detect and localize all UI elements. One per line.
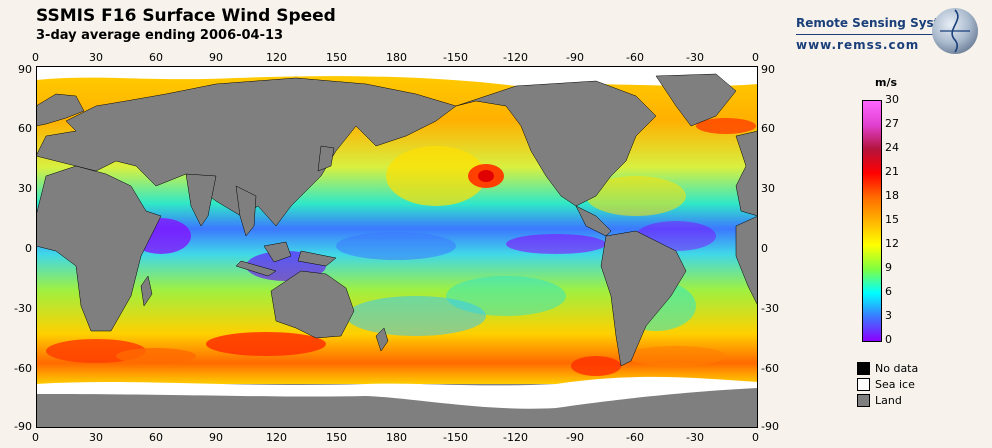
lon-tick-label: -90 (566, 431, 584, 444)
greenland-land (655, 73, 737, 127)
lon-tick-label: -60 (626, 51, 644, 64)
lat-tick-label: -30 (761, 302, 779, 315)
lon-tick-label: 30 (89, 431, 103, 444)
eurasia-land (36, 77, 457, 227)
colorbar-tick-label: 12 (885, 237, 899, 250)
wind-speed-map (36, 66, 758, 428)
lon-tick-label: 0 (32, 431, 39, 444)
lat-tick-label: -60 (761, 362, 779, 375)
central-america-land (575, 205, 612, 237)
legend-sea-ice: Sea ice (857, 378, 915, 391)
colorbar-tick-label: 24 (885, 141, 899, 154)
lon-tick-label: -150 (443, 431, 468, 444)
lon-tick-label: 0 (752, 51, 759, 64)
madagascar-land (140, 275, 153, 307)
lon-tick-label: 120 (266, 51, 287, 64)
lat-tick-label: 30 (18, 182, 32, 195)
brand-url: www.remss.com (796, 38, 920, 52)
colorbar-tick-label: 30 (885, 93, 899, 106)
lon-tick-label: -90 (566, 51, 584, 64)
lon-tick-label: -60 (626, 431, 644, 444)
legend-no-data: No data (857, 362, 918, 375)
lon-tick-label: 60 (149, 431, 163, 444)
lon-tick-label: -30 (686, 431, 704, 444)
legend-label: Sea ice (875, 378, 915, 391)
colorbar-tick-label: 27 (885, 117, 899, 130)
swatch-sea-ice (857, 378, 870, 391)
japan-land (317, 145, 335, 172)
colorbar-tick-label: 18 (885, 189, 899, 202)
swatch-no-data (857, 362, 870, 375)
indonesia-land (235, 241, 337, 277)
new-zealand-land (375, 327, 389, 352)
lon-tick-label: -120 (503, 431, 528, 444)
swatch-land (857, 394, 870, 407)
lat-tick-label: 0 (25, 242, 32, 255)
brand-divider (796, 34, 966, 35)
lon-tick-label: 0 (752, 431, 759, 444)
lat-tick-label: 90 (761, 63, 775, 76)
europe-wrap-land (735, 130, 758, 217)
lat-tick-label: -90 (761, 420, 779, 433)
africa-land (36, 165, 162, 332)
lon-tick-label: 180 (386, 51, 407, 64)
lon-tick-label: 180 (386, 431, 407, 444)
indochina-land (235, 185, 257, 237)
page-title: SSMIS F16 Surface Wind Speed (36, 6, 336, 26)
lat-tick-label: 0 (761, 242, 768, 255)
globe-logo-icon (932, 8, 978, 54)
lat-tick-label: -30 (14, 302, 32, 315)
lon-tick-label: -150 (443, 51, 468, 64)
lon-tick-label: 150 (326, 51, 347, 64)
colorbar-tick-label: 9 (885, 261, 892, 274)
lon-tick-label: 90 (209, 431, 223, 444)
lon-tick-label: -120 (503, 51, 528, 64)
lon-tick-label: 90 (209, 51, 223, 64)
scandinavia-land (36, 93, 85, 127)
legend-label: No data (875, 362, 919, 375)
colorbar-unit: m/s (875, 76, 898, 89)
colorbar-tick-label: 0 (885, 333, 892, 346)
australia-land (270, 270, 355, 339)
south-america-land (600, 230, 687, 367)
africa-wrap-land (735, 215, 758, 307)
lat-tick-label: -90 (14, 420, 32, 433)
lat-tick-label: 90 (18, 63, 32, 76)
brand-name: Remote Sensing Systems (796, 16, 968, 30)
land-masses (36, 73, 758, 367)
arctic-sea-ice (36, 66, 758, 86)
legend-land: Land (857, 394, 902, 407)
lat-tick-label: 30 (761, 182, 775, 195)
colorbar-tick-label: 15 (885, 213, 899, 226)
india-land (185, 173, 217, 227)
lat-tick-label: 60 (18, 122, 32, 135)
lon-tick-label: 30 (89, 51, 103, 64)
lon-tick-label: 120 (266, 431, 287, 444)
lat-tick-label: -60 (14, 362, 32, 375)
colorbar (862, 100, 882, 342)
lon-tick-label: 0 (32, 51, 39, 64)
colorbar-tick-label: 3 (885, 309, 892, 322)
southern-sea-ice (36, 376, 758, 409)
legend-label: Land (875, 394, 902, 407)
lat-tick-label: 60 (761, 122, 775, 135)
page-subtitle: 3-day average ending 2006-04-13 (36, 28, 284, 43)
colorbar-tick-label: 6 (885, 285, 892, 298)
lon-tick-label: 60 (149, 51, 163, 64)
lon-tick-label: 150 (326, 431, 347, 444)
map-frame (36, 66, 758, 428)
lon-tick-label: -30 (686, 51, 704, 64)
colorbar-tick-label: 21 (885, 165, 899, 178)
